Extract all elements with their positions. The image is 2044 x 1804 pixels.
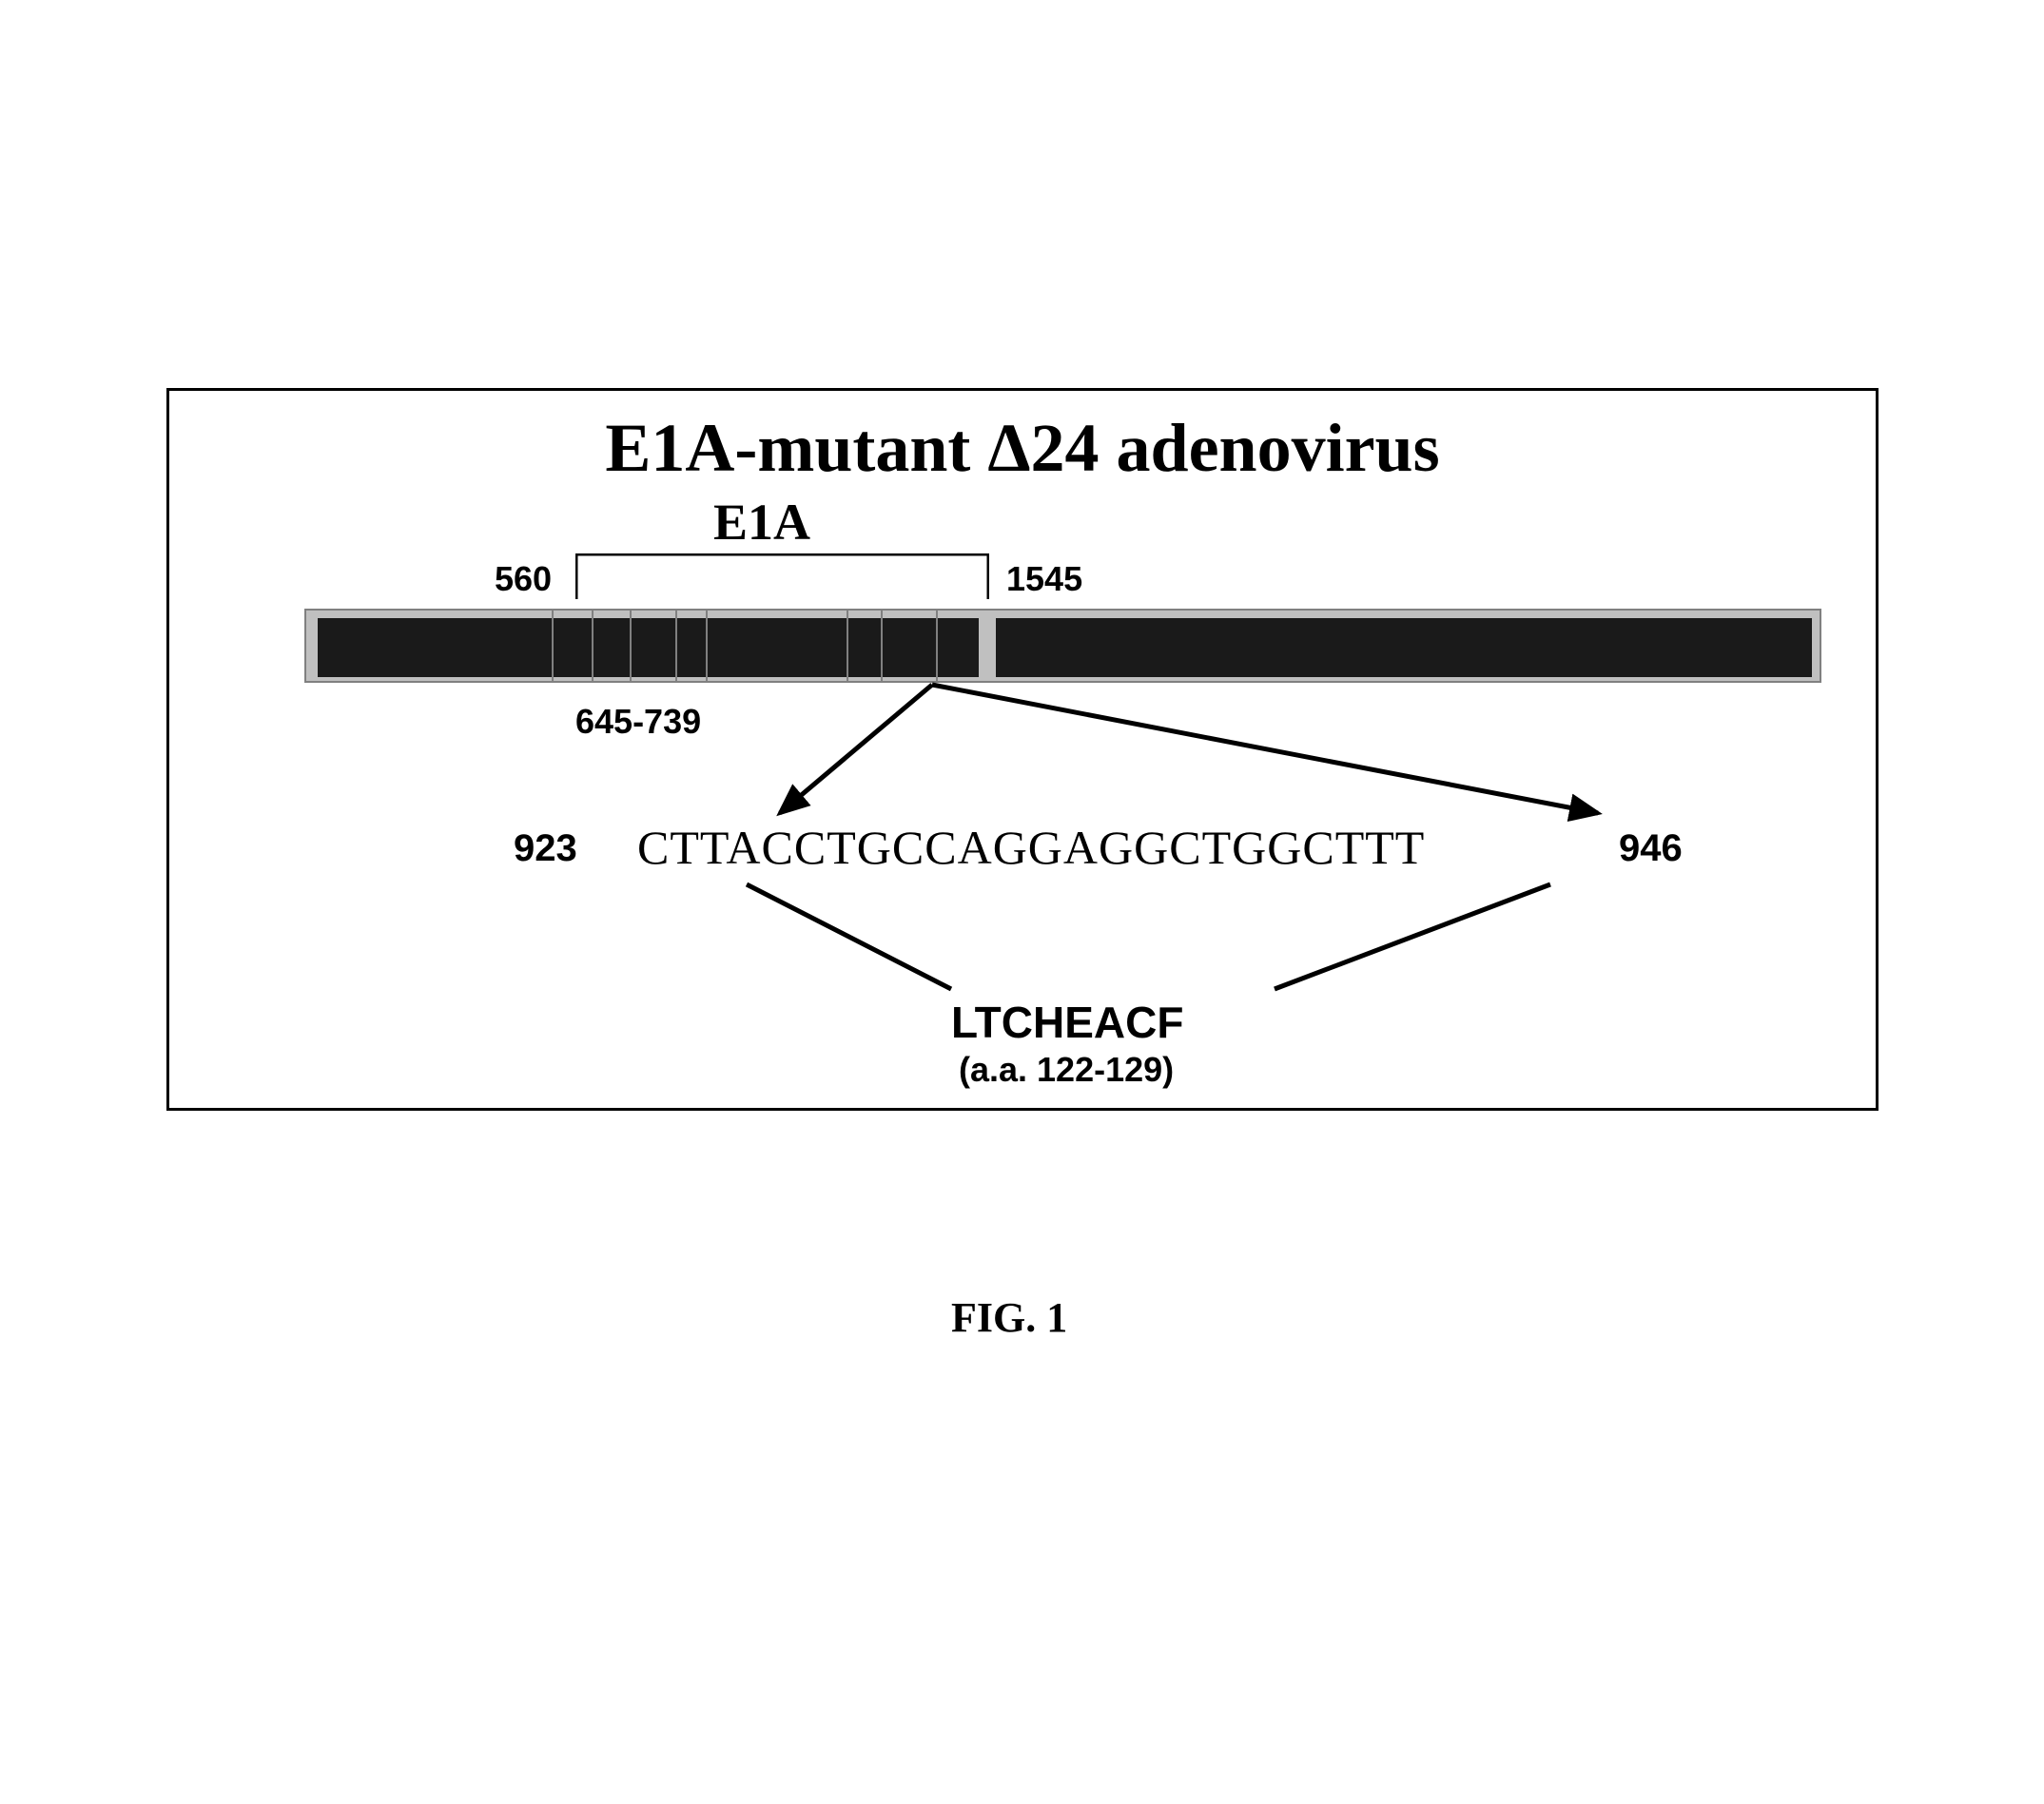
page: E1A-mutant Δ24 adenovirus E1A 560 1545 6… — [0, 0, 2044, 1804]
range-645-739: 645-739 — [575, 702, 701, 742]
seq-end-num: 946 — [1619, 827, 1683, 870]
seq-start-num: 923 — [514, 827, 577, 870]
coord-1545: 1545 — [1006, 559, 1082, 599]
coord-560: 560 — [495, 559, 552, 599]
e1a-bracket — [575, 553, 989, 599]
e1a-bracket-line — [575, 553, 989, 599]
dna-sequence: CTTACCTGCCAGGAGGCTGGCTTT — [637, 820, 1425, 875]
genome-bar — [304, 609, 1821, 683]
genome-dark-right — [996, 618, 1812, 677]
figure-caption: FIG. 1 — [951, 1293, 1067, 1342]
protein-sequence: LTCHEACF — [951, 997, 1183, 1048]
genome-segment — [630, 611, 677, 681]
e1a-label: E1A — [713, 493, 810, 552]
diagram-title: E1A-mutant Δ24 adenovirus — [528, 409, 1517, 488]
genome-segment — [706, 611, 848, 681]
genome-segment — [881, 611, 938, 681]
aa-range: (a.a. 122-129) — [959, 1050, 1174, 1090]
genome-segment — [552, 611, 594, 681]
